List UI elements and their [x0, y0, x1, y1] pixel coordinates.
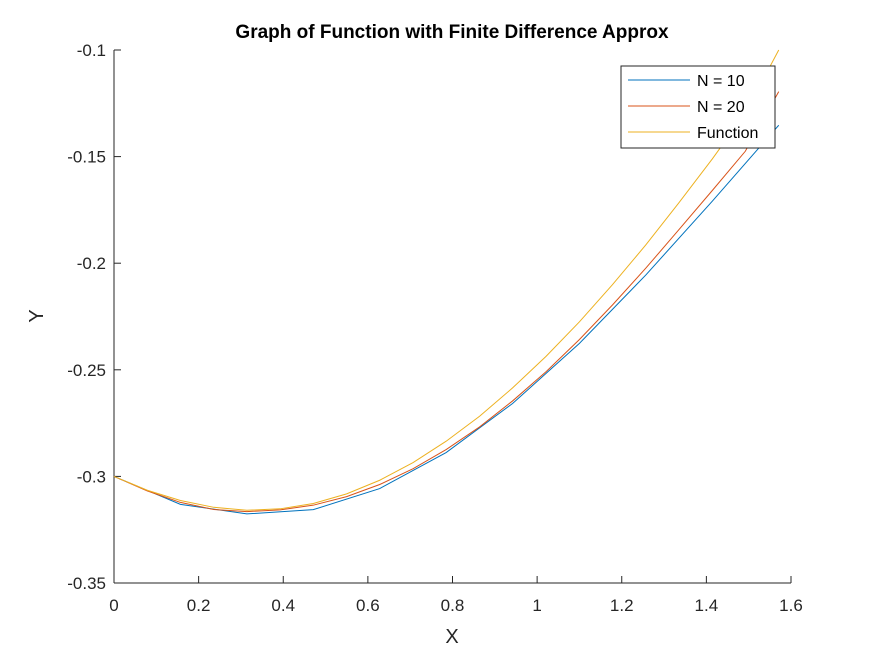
- x-axis-label: X: [445, 626, 458, 648]
- x-tick-label: 1.2: [610, 596, 634, 615]
- x-tick-label: 0: [109, 596, 118, 615]
- plot-area: 0 0.2 0.4 0.6 0.8 1 1.2 1.4 1.6 -0.35-0.3-0.25-0…: [67, 41, 803, 615]
- legend-label-2: N = 20: [697, 99, 745, 116]
- legend-items: N = 10 N = 20 Function: [628, 73, 758, 142]
- y-tick-label: -0.35: [67, 574, 106, 593]
- legend-label-1: N = 10: [697, 73, 745, 90]
- chart-title: Graph of Function with Finite Difference…: [235, 22, 669, 43]
- series-line-3: [113, 49, 780, 511]
- series-layer: [113, 49, 780, 515]
- y-tick-label: -0.3: [77, 467, 106, 486]
- x-tick-label: 1.6: [779, 596, 803, 615]
- x-tick-label: 0.8: [441, 596, 465, 615]
- y-tick-label: -0.15: [67, 148, 106, 167]
- legend: N = 10 N = 20 Function: [620, 65, 776, 149]
- x-tick-label: 1: [532, 596, 541, 615]
- y-ticks: -0.35 -0.3 -0.25 -0.2 -0.15 -0.1: [67, 41, 121, 593]
- y-tick-label: -0.1: [77, 41, 106, 60]
- x-tick-label: 0.4: [271, 596, 295, 615]
- x-ticks: 0 0.2 0.4 0.6 0.8 1 1.2 1.4 1.6: [109, 576, 803, 615]
- y-tick-label: -0.25: [67, 361, 106, 380]
- series-line-1: [113, 124, 780, 515]
- x-tick-label: 0.6: [356, 596, 380, 615]
- legend-label-3: Function: [697, 125, 758, 142]
- x-tick-label: 0.2: [187, 596, 211, 615]
- x-tick-label: 1.4: [695, 596, 719, 615]
- series-line-2: [113, 91, 780, 513]
- y-axis-label: Y: [26, 309, 48, 322]
- y-tick-label: -0.2: [77, 254, 106, 273]
